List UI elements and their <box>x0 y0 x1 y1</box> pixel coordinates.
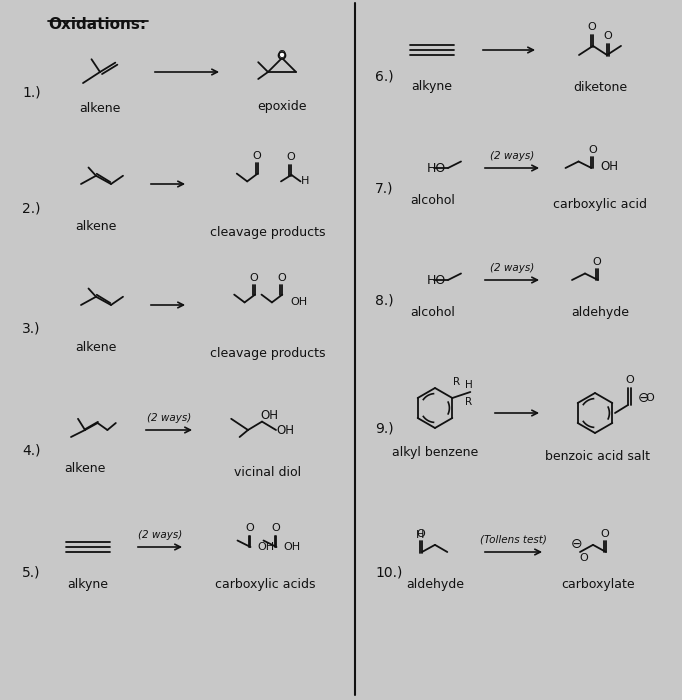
Text: 1.): 1.) <box>22 86 41 100</box>
Text: O: O <box>417 529 426 539</box>
Text: O: O <box>579 553 588 563</box>
Text: carboxylic acid: carboxylic acid <box>553 198 647 211</box>
Text: ⊖: ⊖ <box>638 391 650 405</box>
Text: benzoic acid salt: benzoic acid salt <box>546 450 651 463</box>
Text: 6.): 6.) <box>375 69 394 83</box>
Text: (Tollens test): (Tollens test) <box>480 535 547 545</box>
Text: H: H <box>465 379 473 390</box>
Text: cleavage products: cleavage products <box>210 347 326 360</box>
Text: O: O <box>271 524 280 533</box>
Text: Oxidations:: Oxidations: <box>48 17 146 32</box>
Text: carboxylic acids: carboxylic acids <box>215 578 315 591</box>
Text: OH: OH <box>257 542 274 552</box>
Text: O: O <box>277 272 286 283</box>
Text: (2 ways): (2 ways) <box>138 530 182 540</box>
Text: (2 ways): (2 ways) <box>490 151 534 161</box>
Text: 3.): 3.) <box>22 322 40 336</box>
Text: H: H <box>301 176 309 186</box>
Text: O: O <box>604 32 612 41</box>
Text: aldehyde: aldehyde <box>571 306 629 319</box>
Text: aldehyde: aldehyde <box>406 578 464 591</box>
Text: alkyne: alkyne <box>68 578 108 591</box>
Text: 2.): 2.) <box>22 201 40 215</box>
Text: O: O <box>645 393 654 403</box>
Text: HO: HO <box>427 162 447 174</box>
Text: (2 ways): (2 ways) <box>490 263 534 273</box>
Text: O: O <box>252 151 261 161</box>
Text: ⊖: ⊖ <box>571 537 582 551</box>
Text: 9.): 9.) <box>375 422 394 436</box>
Text: (2 ways): (2 ways) <box>147 413 191 423</box>
Text: carboxylate: carboxylate <box>561 578 635 591</box>
Text: O: O <box>588 145 597 155</box>
Text: O: O <box>593 257 602 267</box>
Text: alkene: alkene <box>75 341 117 354</box>
Text: OH: OH <box>601 160 619 173</box>
Text: cleavage products: cleavage products <box>210 226 326 239</box>
Text: alcohol: alcohol <box>411 194 456 207</box>
Text: alcohol: alcohol <box>411 306 456 319</box>
Text: O: O <box>246 524 254 533</box>
Text: HO: HO <box>427 274 447 286</box>
Text: O: O <box>286 152 295 162</box>
Text: 10.): 10.) <box>375 566 402 580</box>
Text: OH: OH <box>283 542 300 552</box>
Text: R: R <box>465 397 473 407</box>
Text: vicinal diol: vicinal diol <box>235 466 301 479</box>
Text: 4.): 4.) <box>22 444 40 458</box>
Text: 8.): 8.) <box>375 294 394 308</box>
Text: diketone: diketone <box>573 81 627 94</box>
Text: alkene: alkene <box>64 462 106 475</box>
Text: 7.): 7.) <box>375 182 394 196</box>
Text: alkyne: alkyne <box>411 80 452 93</box>
Text: OH: OH <box>276 424 294 437</box>
Text: 5.): 5.) <box>22 566 40 580</box>
Text: O: O <box>250 272 258 283</box>
Text: alkyl benzene: alkyl benzene <box>392 446 478 459</box>
Text: R: R <box>454 377 460 387</box>
Text: alkene: alkene <box>75 220 117 233</box>
Text: O: O <box>278 50 286 60</box>
Circle shape <box>278 52 286 59</box>
Text: O: O <box>601 529 609 539</box>
Text: O: O <box>588 22 596 32</box>
Text: H: H <box>416 530 424 540</box>
Text: alkene: alkene <box>79 102 121 115</box>
Text: epoxide: epoxide <box>257 100 307 113</box>
Text: OH: OH <box>291 297 308 307</box>
Text: OH: OH <box>260 410 278 422</box>
Text: O: O <box>625 374 634 384</box>
